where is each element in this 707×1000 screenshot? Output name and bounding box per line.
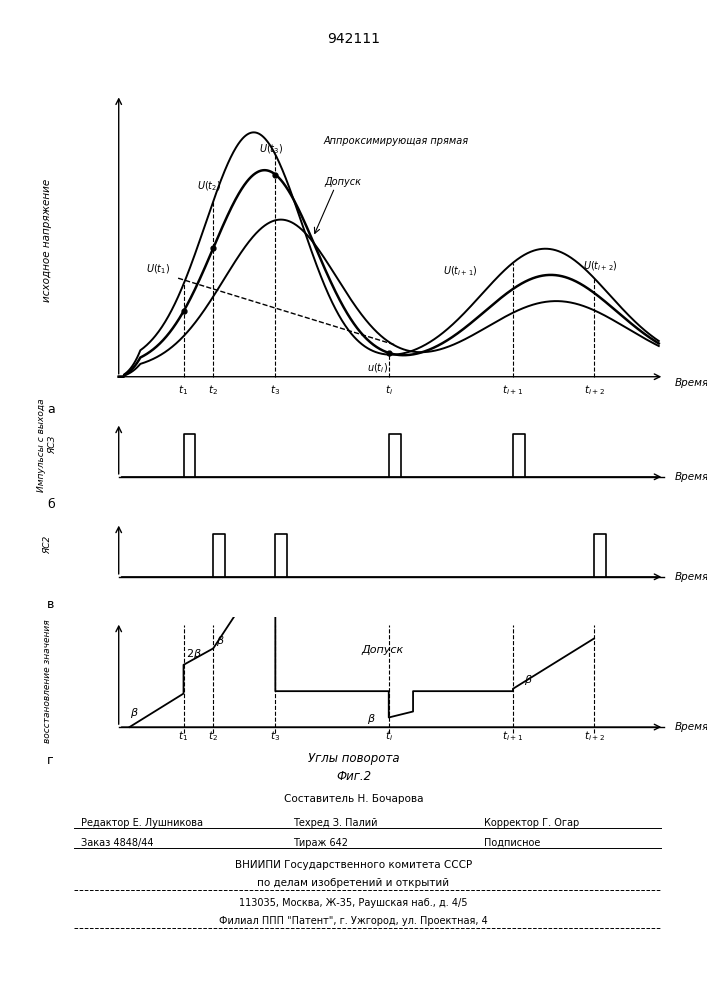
Text: $U(t_1)$: $U(t_1)$ (146, 263, 170, 276)
Text: Время: Время (675, 378, 707, 388)
Text: $U(t_{i+1})$: $U(t_{i+1})$ (443, 265, 477, 278)
Text: Тираж 642: Тираж 642 (293, 838, 349, 848)
Text: $u(t_i)$: $u(t_i)$ (367, 361, 388, 375)
Text: Аппроксимирующая прямая: Аппроксимирующая прямая (324, 136, 469, 146)
Text: ЯС2: ЯС2 (42, 536, 52, 554)
Text: 942111: 942111 (327, 32, 380, 46)
Text: по делам изобретений и открытий: по делам изобретений и открытий (257, 878, 450, 888)
Text: Фиг.2: Фиг.2 (336, 770, 371, 783)
Text: $t_2$: $t_2$ (209, 383, 218, 397)
Text: $t_i$: $t_i$ (385, 383, 393, 397)
Text: $U(t_2)$: $U(t_2)$ (197, 180, 221, 193)
Text: г: г (47, 754, 54, 767)
Text: $2\beta$: $2\beta$ (186, 647, 202, 661)
Text: $U(t_3)$: $U(t_3)$ (259, 142, 284, 156)
Text: $t_i$: $t_i$ (385, 729, 393, 743)
Text: $t_2$: $t_2$ (209, 729, 218, 743)
Text: $t_1$: $t_1$ (178, 729, 189, 743)
Text: Углы поворота: Углы поворота (308, 752, 399, 765)
Text: Время: Время (675, 572, 707, 582)
Text: Импульсы с выхода
ЯСЗ: Импульсы с выхода ЯСЗ (37, 398, 57, 492)
Text: исходное напряжение: исходное напряжение (42, 178, 52, 302)
Text: Время: Время (675, 722, 707, 732)
Text: в: в (47, 598, 54, 611)
Text: $t_{i+2}$: $t_{i+2}$ (583, 383, 604, 397)
Text: $\beta$: $\beta$ (129, 706, 139, 720)
Text: $t_{i+1}$: $t_{i+1}$ (503, 383, 523, 397)
Text: Техред З. Палий: Техред З. Палий (293, 818, 378, 828)
Text: $t_1$: $t_1$ (178, 383, 189, 397)
Text: $t_3$: $t_3$ (270, 383, 281, 397)
Text: Филиал ППП "Патент", г. Ужгород, ул. Проектная, 4: Филиал ППП "Патент", г. Ужгород, ул. Про… (219, 916, 488, 926)
Text: Моменты отсчетов: Моменты отсчетов (339, 443, 449, 453)
Text: Заказ 4848/44: Заказ 4848/44 (81, 838, 154, 848)
Text: $\beta$: $\beta$ (367, 712, 376, 726)
Text: 113035, Москва, Ж-35, Раушская наб., д. 4/5: 113035, Москва, Ж-35, Раушская наб., д. … (239, 898, 468, 908)
Text: б: б (47, 498, 55, 512)
Text: $t_{i+2}$: $t_{i+2}$ (583, 729, 604, 743)
Text: Допуск: Допуск (362, 645, 404, 655)
Text: а: а (47, 403, 55, 416)
Text: Подписное: Подписное (484, 838, 541, 848)
Text: ВНИИПИ Государственного комитета СССР: ВНИИПИ Государственного комитета СССР (235, 860, 472, 870)
Text: $\beta$: $\beta$ (216, 634, 225, 648)
Text: Допуск: Допуск (324, 177, 361, 187)
Text: Время: Время (675, 472, 707, 482)
Text: восстановление значения: восстановление значения (42, 619, 52, 743)
Text: $t_3$: $t_3$ (270, 729, 281, 743)
Text: $\beta$: $\beta$ (524, 673, 532, 687)
Text: Редактор Е. Лушникова: Редактор Е. Лушникова (81, 818, 204, 828)
Text: Корректор Г. Огар: Корректор Г. Огар (484, 818, 580, 828)
Text: $U(t_{i+2})$: $U(t_{i+2})$ (583, 259, 618, 273)
Text: $t_{i+1}$: $t_{i+1}$ (503, 729, 523, 743)
Text: Составитель Н. Бочарова: Составитель Н. Бочарова (284, 794, 423, 804)
